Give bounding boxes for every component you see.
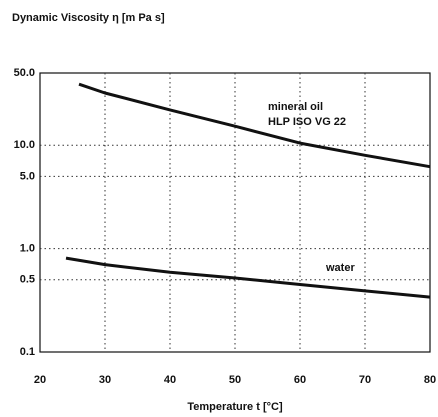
- y-tick-label: 1.0: [20, 243, 35, 255]
- x-tick-label: 50: [229, 374, 241, 386]
- annotation: HLP ISO VG 22: [268, 116, 346, 128]
- data-line: [65, 256, 431, 299]
- x-tick-label: 30: [99, 374, 111, 386]
- y-tick-label: 50.0: [14, 67, 35, 79]
- y-tick-label: 0.5: [20, 274, 35, 286]
- x-tick-label: 70: [359, 374, 371, 386]
- y-tick-label: 0.1: [20, 346, 35, 358]
- series-label: water: [325, 262, 355, 274]
- x-tick-label: 60: [294, 374, 306, 386]
- x-tick-label: 40: [164, 374, 176, 386]
- data-line: [78, 82, 431, 169]
- y-tick-label: 10.0: [14, 139, 35, 151]
- x-tick-label: 20: [34, 374, 46, 386]
- chart-title: Dynamic Viscosity η [m Pa s]: [12, 12, 165, 24]
- x-tick-label: 80: [424, 374, 436, 386]
- series-label: mineral oil: [268, 101, 323, 113]
- y-tick-label: 5.0: [20, 170, 35, 182]
- x-axis-label: Temperature t [°C]: [187, 401, 283, 413]
